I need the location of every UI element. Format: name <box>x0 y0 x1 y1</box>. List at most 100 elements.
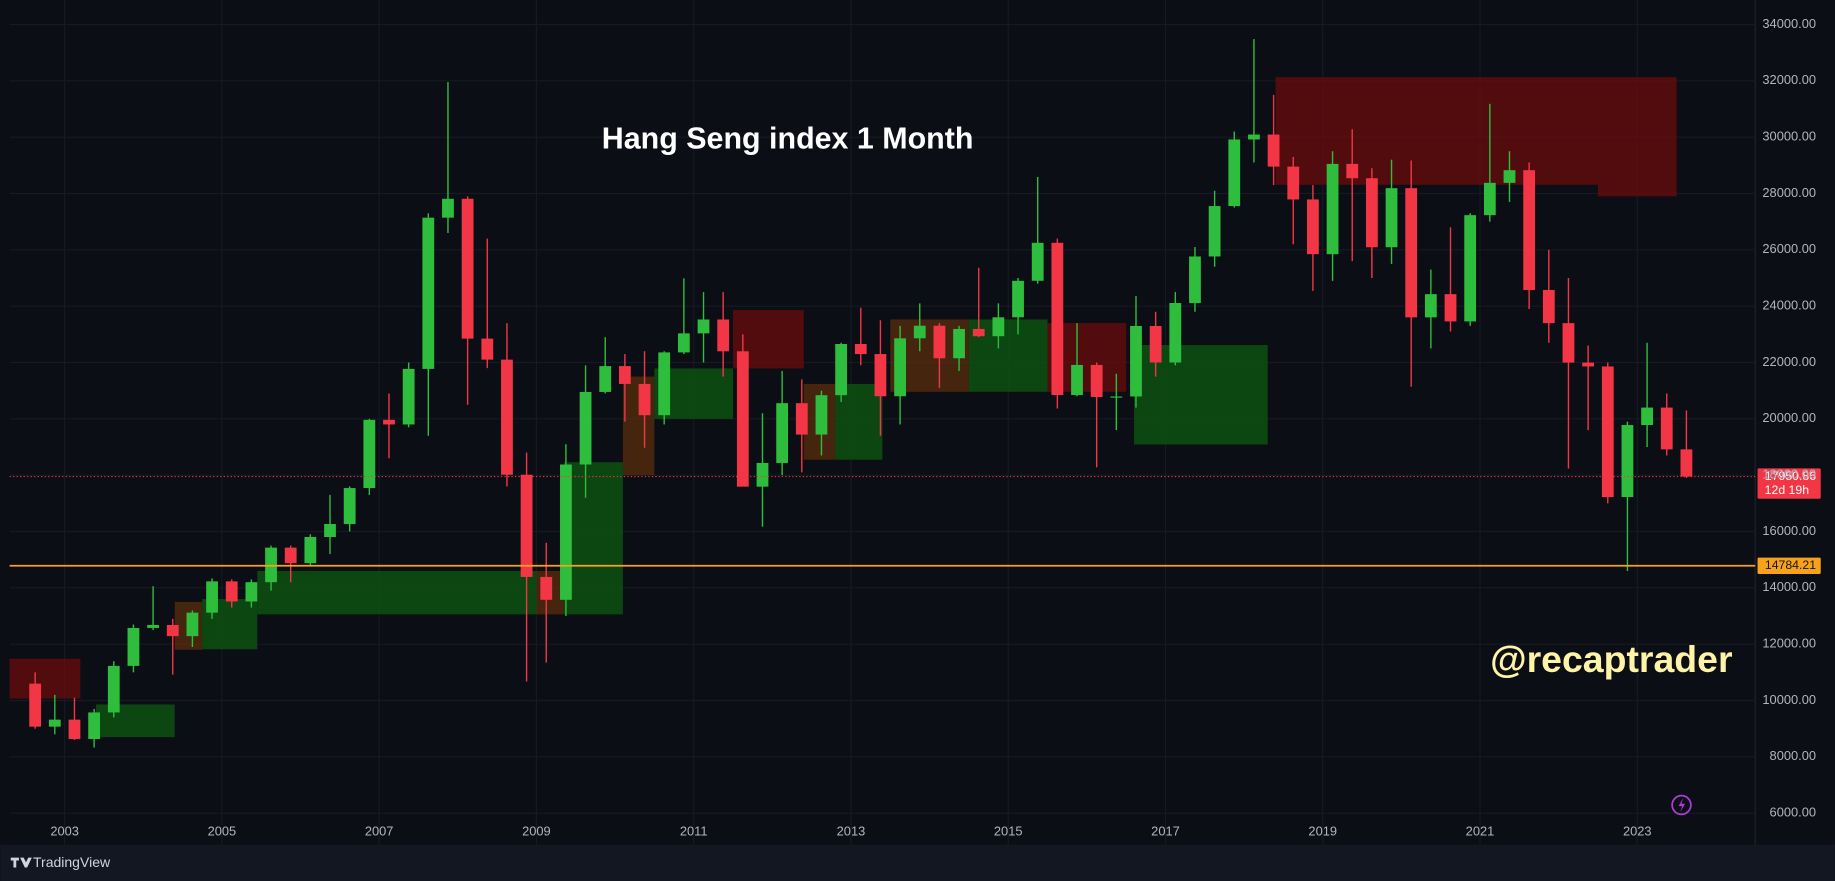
candle-body <box>1090 364 1103 397</box>
candle-body <box>1464 215 1477 322</box>
candle-body <box>736 351 749 487</box>
price-badge <box>1757 468 1821 499</box>
candle-body <box>1051 242 1064 396</box>
x-tick-label: 2009 <box>522 823 551 838</box>
x-tick-label: 2005 <box>208 823 237 838</box>
cloud-zone <box>257 570 537 615</box>
candle-body <box>1483 182 1496 216</box>
candle-body <box>88 712 101 739</box>
candle-body <box>1110 396 1123 398</box>
candle-body <box>835 344 848 396</box>
candle-body <box>1346 163 1359 179</box>
candle-body <box>638 383 651 416</box>
candle-body <box>206 581 218 613</box>
candle-body <box>795 403 808 435</box>
y-tick-label: 26000.00 <box>1762 241 1816 256</box>
candle-body <box>1307 199 1319 255</box>
y-tick-label: 18000.00 <box>1762 467 1816 482</box>
candle-body <box>1130 325 1142 397</box>
candle-body <box>343 488 356 524</box>
price-badge-label: 14784.21 <box>1765 558 1816 572</box>
candle-body <box>520 474 533 577</box>
logo <box>10 857 32 868</box>
candle-body <box>894 338 906 397</box>
candle-body <box>1267 134 1280 167</box>
candle-body <box>1228 139 1241 207</box>
candle-body <box>1680 449 1693 477</box>
candle-body <box>107 665 120 713</box>
candle-body <box>560 464 572 600</box>
candle-body <box>1385 188 1398 248</box>
candle-body <box>1424 294 1437 318</box>
x-tick-label: 2013 <box>837 823 866 838</box>
candle-body <box>1601 366 1614 498</box>
candle-body <box>854 344 867 355</box>
axis-labels: 6000.00 8000.00 10000.00 12000.00 14000.00 16… <box>50 16 1816 838</box>
cloud-zone <box>563 462 623 615</box>
watermark: @recaptrader <box>1490 638 1732 680</box>
candle-body <box>363 419 376 489</box>
candle-body <box>1071 364 1083 396</box>
candle-body <box>1660 407 1673 450</box>
candle-body <box>1405 188 1418 318</box>
cloud <box>9 77 1677 738</box>
candle-body <box>1503 170 1516 183</box>
candle-body <box>1621 425 1634 498</box>
x-tick-label: 2003 <box>50 823 79 838</box>
candle-body <box>166 624 179 637</box>
y-tick-label: 24000.00 <box>1762 298 1816 313</box>
y-tick-label: 12000.00 <box>1762 636 1816 651</box>
candle-body <box>1542 289 1555 324</box>
candle-body <box>324 523 336 538</box>
candle-body <box>304 537 317 564</box>
price-badge-label: 17950.86 <box>1765 469 1816 483</box>
candle-body <box>717 319 730 352</box>
candle-body <box>933 325 946 359</box>
y-tick-label: 34000.00 <box>1762 16 1816 31</box>
candle-body <box>1365 178 1378 248</box>
alert-icon[interactable] <box>1671 794 1692 816</box>
candle-body <box>1189 256 1201 304</box>
x-tick-label: 2011 <box>680 823 708 838</box>
candle-body <box>658 352 671 416</box>
candle-body <box>697 319 710 334</box>
y-tick-label: 30000.00 <box>1762 129 1816 144</box>
candle-body <box>1031 242 1044 281</box>
cloud-zone <box>1275 77 1598 185</box>
chart-title: Hang Seng index 1 Month <box>602 121 974 155</box>
candle-body <box>1444 294 1457 322</box>
candle-body <box>1523 170 1536 290</box>
price-badge <box>1757 557 1821 574</box>
y-tick-label: 10000.00 <box>1762 692 1816 707</box>
brand: TradingView <box>33 854 111 870</box>
candle-body <box>776 403 789 463</box>
y-tick-label: 20000.00 <box>1762 410 1816 425</box>
candle-body <box>618 366 631 384</box>
candle-body <box>442 198 454 218</box>
candle-body <box>383 419 395 425</box>
candle-body <box>815 395 828 435</box>
candle-body <box>481 338 494 360</box>
cloud-zone <box>1597 77 1677 197</box>
candle-body <box>186 612 199 637</box>
candle-body <box>29 683 42 727</box>
footer-bar <box>0 844 1835 881</box>
candle-body <box>68 719 81 739</box>
y-tick-label: 28000.00 <box>1762 185 1816 200</box>
candle-body <box>540 576 553 600</box>
x-tick-label: 2017 <box>1151 823 1180 838</box>
candle-body <box>1208 206 1221 257</box>
y-tick-label: 22000.00 <box>1762 354 1816 369</box>
candle-body <box>501 359 513 475</box>
y-tick-label: 32000.00 <box>1762 72 1816 87</box>
candle-body <box>147 624 159 628</box>
candle-body <box>1248 134 1260 140</box>
candle-body <box>48 719 61 727</box>
candle-body <box>1149 325 1162 363</box>
candle-body <box>677 333 690 353</box>
y-tick-label: 16000.00 <box>1762 523 1816 538</box>
candle-body <box>992 317 1005 337</box>
x-tick-label: 2021 <box>1466 823 1495 838</box>
